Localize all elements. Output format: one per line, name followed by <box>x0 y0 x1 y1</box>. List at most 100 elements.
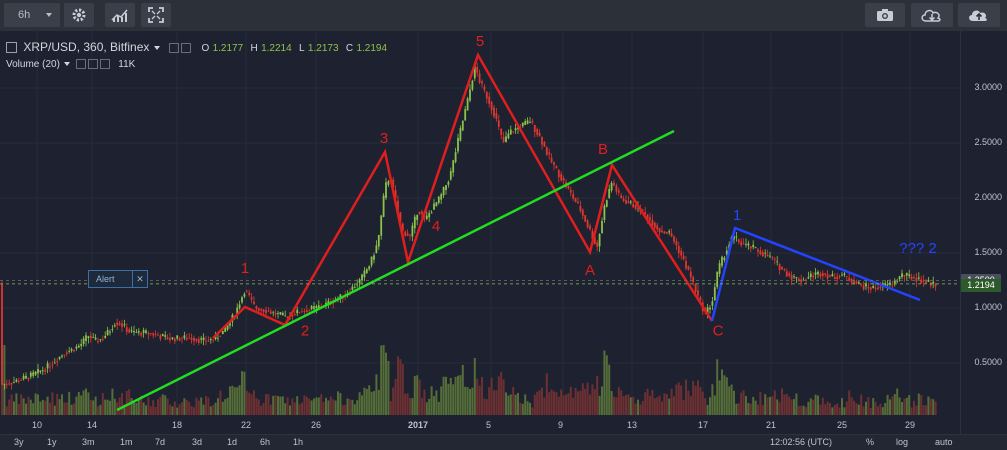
volume-bar <box>574 387 577 415</box>
volume-bar <box>872 398 875 415</box>
volume-bar <box>301 402 303 415</box>
volume-bar <box>761 404 764 415</box>
range-button-1y[interactable]: 1y <box>47 437 57 447</box>
candle-body <box>461 120 464 131</box>
candle-body <box>898 276 901 280</box>
range-button-1m[interactable]: 1m <box>120 437 133 447</box>
wave-label: 1 <box>733 207 741 224</box>
candle-body <box>39 370 42 373</box>
eye-icon[interactable] <box>76 59 87 70</box>
price-axis[interactable]: 3.0000 2.5000 2.0000 1.5000 1.0000 0.5000 <box>960 31 1007 434</box>
chevron-down-icon[interactable] <box>63 60 71 68</box>
volume-bar <box>315 397 318 415</box>
save-chart-button[interactable] <box>958 3 1000 27</box>
volume-bar <box>313 398 315 415</box>
volume-bar <box>221 401 224 415</box>
symbol-title[interactable]: XRP/USD, 360, Bitfinex <box>23 40 150 54</box>
candle-body <box>176 335 179 339</box>
candle-body <box>241 297 243 303</box>
indicators-button[interactable] <box>105 3 135 27</box>
chevron-down-icon[interactable] <box>153 44 161 52</box>
candle-body <box>205 340 207 342</box>
candle-body <box>51 364 54 366</box>
candle-body <box>8 383 11 385</box>
settings-icon[interactable] <box>88 59 99 70</box>
volume-bar <box>325 397 327 415</box>
alert-tag[interactable]: Alert ✕ <box>88 270 148 288</box>
time-axis[interactable]: 10 14 18 22 26 2017 5 9 13 17 21 25 29 <box>0 416 960 434</box>
volume-bar <box>337 391 339 415</box>
chevron-down-icon <box>46 13 53 17</box>
volume-bar <box>238 385 241 415</box>
close-icon[interactable]: ✕ <box>132 271 147 287</box>
volume-bar <box>673 396 675 415</box>
volume-bar <box>190 406 193 415</box>
volume-bar <box>831 407 834 415</box>
close-label: C <box>345 43 354 54</box>
candle-body <box>908 274 911 277</box>
volume-bar <box>841 398 843 415</box>
range-button-3m[interactable]: 3m <box>82 437 95 447</box>
snapshot-button[interactable] <box>865 3 905 27</box>
candle-body <box>802 279 805 281</box>
volume-bar <box>169 404 171 415</box>
wave-label: B <box>598 141 608 158</box>
candle-body <box>922 280 925 282</box>
top-toolbar: 6h <box>0 0 1007 32</box>
volume-bar <box>10 394 13 415</box>
candle-body <box>454 152 457 162</box>
collapse-icon[interactable] <box>6 42 17 54</box>
volume-bar <box>149 406 152 415</box>
volume-bar <box>445 376 447 415</box>
fullscreen-button[interactable] <box>141 3 171 27</box>
volume-bar <box>819 404 822 415</box>
settings-button[interactable] <box>64 3 94 27</box>
volume-bar <box>473 358 476 415</box>
interval-select[interactable]: 6h <box>4 3 60 27</box>
eye-icon[interactable] <box>169 42 180 53</box>
candle-body <box>193 338 195 342</box>
volume-bar <box>634 403 637 415</box>
volume-bar <box>236 387 239 415</box>
volume-bar <box>903 398 906 415</box>
candle-body <box>87 336 90 338</box>
volume-bar <box>34 393 37 415</box>
candle-body <box>721 256 723 266</box>
volume-bar <box>754 400 757 415</box>
chart-area[interactable]: 1 2 3 4 5 A B C 1 ??? 2 <box>0 31 960 434</box>
candle-body <box>577 201 579 204</box>
volume-bar <box>641 400 644 415</box>
candle-body <box>310 305 313 310</box>
range-button-7d[interactable]: 7d <box>155 437 166 447</box>
candle-body <box>697 290 699 296</box>
volume-bar <box>94 396 97 415</box>
candle-body <box>877 287 879 290</box>
price-chart[interactable]: 1 2 3 4 5 A B C 1 ??? 2 <box>0 31 960 434</box>
candle-body <box>853 280 855 285</box>
range-button-1h[interactable]: 1h <box>293 437 304 447</box>
candle-body <box>421 211 423 214</box>
volume-bar <box>797 406 800 415</box>
volume-title[interactable]: Volume (20) <box>6 59 60 70</box>
volume-bar <box>531 407 534 415</box>
load-chart-button[interactable] <box>911 3 953 27</box>
range-button-3y[interactable]: 3y <box>14 437 24 447</box>
volume-bar <box>497 376 500 415</box>
volume-bar <box>517 392 519 415</box>
range-button-3d[interactable]: 3d <box>192 437 203 447</box>
range-button-1d[interactable]: 1d <box>227 437 238 447</box>
candle-body <box>536 128 539 135</box>
close-icon[interactable] <box>100 59 111 70</box>
volume-bar <box>476 378 479 415</box>
volume-bar <box>934 401 937 415</box>
range-button-6h[interactable]: 6h <box>260 437 271 447</box>
candle-body <box>257 308 260 312</box>
candle-body <box>154 334 157 335</box>
volume-bar <box>425 402 428 415</box>
volume-bar <box>346 398 349 415</box>
auto-toggle[interactable]: auto <box>935 437 953 447</box>
percent-toggle[interactable]: % <box>866 437 875 447</box>
candle-body <box>891 284 894 286</box>
settings-icon[interactable] <box>181 42 192 53</box>
log-toggle[interactable]: log <box>896 437 909 447</box>
